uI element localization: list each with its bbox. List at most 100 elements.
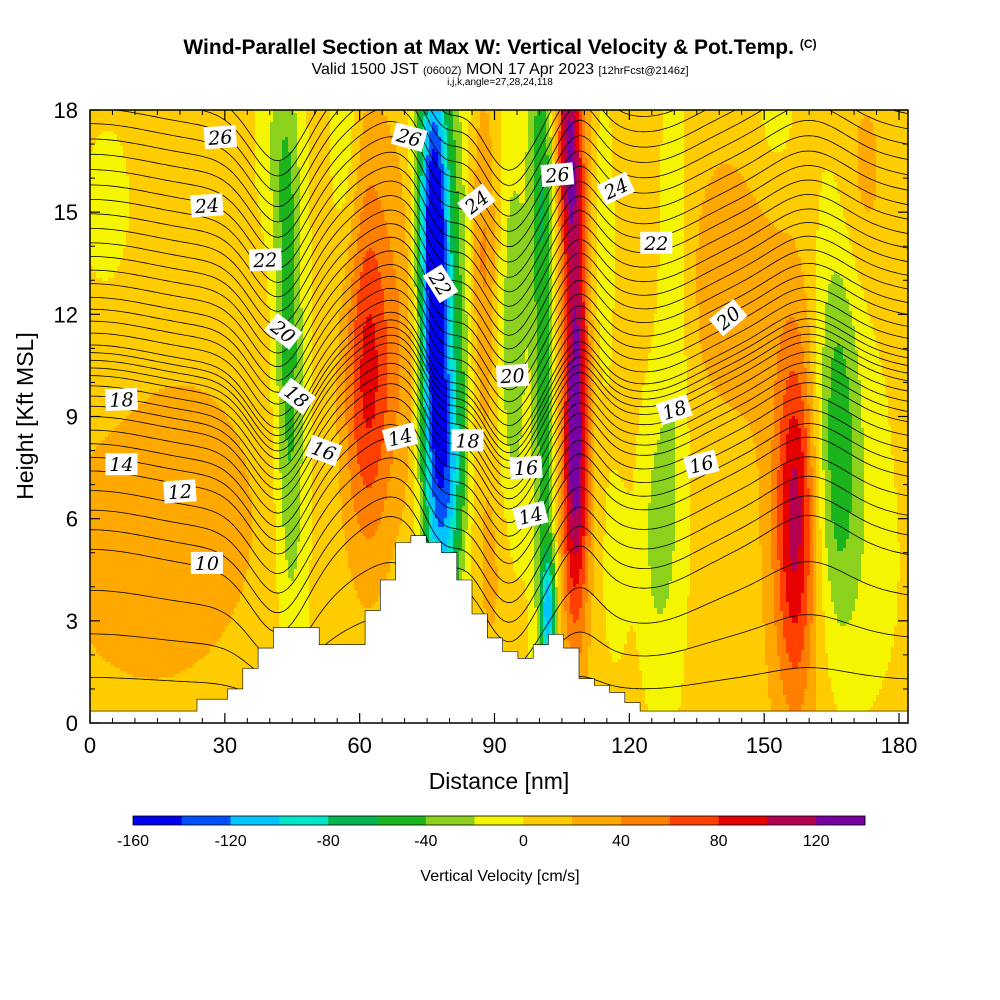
w-cell — [114, 203, 118, 207]
w-cell — [159, 611, 163, 615]
w-cell — [153, 527, 157, 531]
w-cell — [132, 671, 136, 675]
w-cell — [147, 128, 151, 132]
w-cell — [135, 512, 139, 516]
w-cell — [153, 494, 157, 498]
w-cell — [99, 248, 103, 252]
w-cell — [96, 113, 100, 117]
w-cell — [141, 644, 145, 648]
w-cell — [117, 266, 121, 270]
w-cell — [159, 434, 163, 438]
w-cell — [126, 542, 130, 546]
w-cell — [120, 518, 124, 522]
w-cell — [159, 662, 163, 666]
w-cell — [105, 413, 109, 417]
w-cell — [120, 530, 124, 534]
w-cell — [159, 332, 163, 336]
w-cell — [135, 698, 139, 702]
w-cell — [132, 620, 136, 624]
w-cell — [93, 509, 97, 513]
w-cell — [117, 281, 121, 285]
w-cell — [99, 323, 103, 327]
w-cell — [150, 635, 154, 639]
w-cell — [123, 500, 127, 504]
w-cell — [162, 155, 166, 159]
w-cell — [111, 146, 115, 150]
w-cell — [117, 701, 121, 705]
w-cell — [159, 398, 163, 402]
w-cell — [153, 458, 157, 462]
w-cell — [162, 125, 166, 129]
w-cell — [126, 245, 130, 249]
w-cell — [105, 563, 109, 567]
w-cell — [99, 530, 103, 534]
w-cell — [147, 569, 151, 573]
w-cell — [96, 191, 100, 195]
w-cell — [132, 647, 136, 651]
w-cell — [129, 539, 133, 543]
w-cell — [117, 449, 121, 453]
w-cell — [126, 671, 130, 675]
w-cell — [153, 506, 157, 510]
w-cell — [102, 407, 106, 411]
w-cell — [90, 410, 94, 414]
w-cell — [105, 272, 109, 276]
w-cell — [150, 545, 154, 549]
w-cell — [141, 134, 145, 138]
w-cell — [156, 419, 160, 423]
w-cell — [135, 518, 139, 522]
w-cell — [120, 548, 124, 552]
w-cell — [96, 662, 100, 666]
w-cell — [96, 386, 100, 390]
w-cell — [105, 236, 109, 240]
w-cell — [105, 608, 109, 612]
w-cell — [129, 425, 133, 429]
w-cell — [123, 344, 127, 348]
w-cell — [114, 149, 118, 153]
w-cell — [96, 539, 100, 543]
w-cell — [159, 653, 163, 657]
w-cell — [156, 485, 160, 489]
w-cell — [96, 500, 100, 504]
w-cell — [117, 608, 121, 612]
w-cell — [141, 371, 145, 375]
w-cell — [102, 440, 106, 444]
w-cell — [135, 638, 139, 642]
w-cell — [117, 698, 121, 702]
w-cell — [114, 308, 118, 312]
w-cell — [147, 209, 151, 213]
w-cell — [120, 563, 124, 567]
w-cell — [114, 410, 118, 414]
w-cell — [144, 629, 148, 633]
w-cell — [153, 374, 157, 378]
w-cell — [132, 113, 136, 117]
w-cell — [102, 329, 106, 333]
w-cell — [120, 479, 124, 483]
w-cell — [117, 551, 121, 555]
w-cell — [123, 581, 127, 585]
w-cell — [114, 110, 118, 114]
w-cell — [144, 563, 148, 567]
w-cell — [111, 290, 115, 294]
w-cell — [129, 374, 133, 378]
w-cell — [159, 323, 163, 327]
w-cell — [111, 677, 115, 681]
w-cell — [126, 692, 130, 696]
w-cell — [114, 692, 118, 696]
w-cell — [138, 608, 142, 612]
w-cell — [138, 476, 142, 480]
w-cell — [111, 704, 115, 708]
w-cell — [108, 479, 112, 483]
w-cell — [126, 206, 130, 210]
w-cell — [159, 302, 163, 306]
w-cell — [156, 128, 160, 132]
w-cell — [159, 371, 163, 375]
w-cell — [132, 347, 136, 351]
w-cell — [123, 674, 127, 678]
w-cell — [117, 554, 121, 558]
w-cell — [96, 653, 100, 657]
w-cell — [150, 584, 154, 588]
w-cell — [156, 392, 160, 396]
w-cell — [141, 206, 145, 210]
w-cell — [147, 494, 151, 498]
